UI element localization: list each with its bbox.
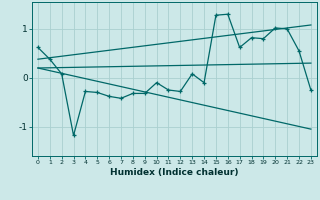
X-axis label: Humidex (Indice chaleur): Humidex (Indice chaleur) [110, 168, 239, 177]
